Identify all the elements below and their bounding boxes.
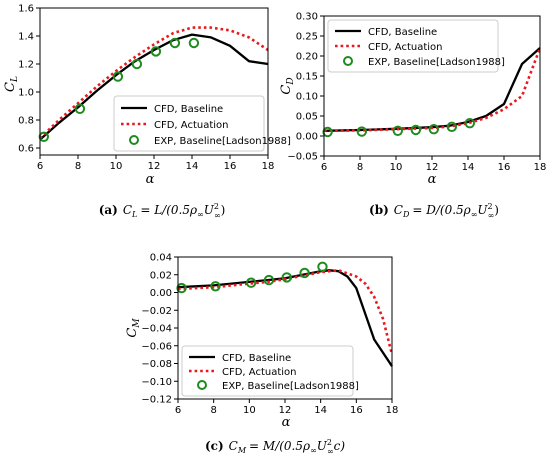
x-tick-label: 12 <box>148 161 161 172</box>
exp-data-point <box>428 124 439 135</box>
x-tick-label: 6 <box>321 162 327 173</box>
y-tick-label: 0.30 <box>296 12 318 23</box>
exp-data-point <box>410 124 421 136</box>
y-tick-label: 0.10 <box>296 92 318 103</box>
legend: CFD, Baseline CFD, Actuation EXP, Baseli… <box>327 19 505 73</box>
legend-exp-swatch <box>129 135 139 145</box>
y-axis-label: CM <box>125 318 142 338</box>
legend-actuation-label: CFD, Actuation <box>154 120 229 131</box>
y-tick-label: 0.8 <box>18 116 34 127</box>
y-tick-label: −0.05 <box>287 152 318 163</box>
exp-data-point <box>392 125 403 137</box>
x-tick-label: 16 <box>224 161 237 172</box>
x-tick-label: 18 <box>534 162 547 173</box>
x-tick-label: 12 <box>279 405 292 416</box>
y-tick-label: 1.0 <box>18 88 34 99</box>
y-tick-label: −0.04 <box>141 324 172 335</box>
exp-data-point <box>74 103 86 115</box>
y-tick-label: 0.02 <box>150 270 172 281</box>
caption-c: (c) CM = M/(0.5ρ∞U2 ∞c) <box>205 438 345 456</box>
panel-lift-coefficient: 6 8 10 12 14 16 18 0.6 0.8 1.0 1.2 1.4 1.6 α CL CFD,… <box>3 4 291 188</box>
exp-data-point <box>263 274 275 286</box>
x-tick-label: 18 <box>386 405 399 416</box>
x-tick-label: 6 <box>37 161 43 172</box>
caption-a: (a) CL = L/(0.5ρ∞U2 ∞) <box>99 202 226 220</box>
legend-exp-swatch <box>197 380 207 390</box>
x-tick-label: 14 <box>462 162 475 173</box>
exp-data-point <box>176 282 187 294</box>
x-tick-label: 8 <box>210 405 216 416</box>
exp-data-point <box>150 46 162 57</box>
y-tick-label: 1.2 <box>18 60 34 71</box>
legend: CFD, Baseline CFD, Actuation EXP, Baseli… <box>113 95 291 152</box>
y-axis-label: CL <box>3 76 20 92</box>
y-tick-label: 0.04 <box>150 253 172 264</box>
baseline-series-line <box>39 33 269 141</box>
x-tick-label: 16 <box>350 405 363 416</box>
y-tick-label: 1.4 <box>18 32 34 43</box>
y-tick-label: −0.02 <box>141 306 172 317</box>
actuation-series-line <box>177 268 394 355</box>
x-tick-label: 10 <box>243 405 256 416</box>
panel-drag-coefficient: 6 8 10 12 14 16 18 −0.05 0.00 0.05 0.10 0.15 0.20 0.2… <box>279 12 546 188</box>
legend-actuation-label: CFD, Actuation <box>222 367 297 378</box>
x-tick-label: 8 <box>75 161 81 172</box>
x-tick-label: 10 <box>110 161 123 172</box>
exp-data-point <box>281 272 292 283</box>
y-tick-label: −0.12 <box>141 395 172 406</box>
y-tick-label: 0.25 <box>296 32 318 43</box>
exp-data-point <box>299 267 310 279</box>
y-tick-label: 1.6 <box>18 4 34 15</box>
x-tick-label: 18 <box>262 161 275 172</box>
x-tick-label: 14 <box>186 161 199 172</box>
x-axis-label: α <box>428 172 437 187</box>
exp-data-point <box>245 277 257 288</box>
y-tick-label: 0.05 <box>296 112 318 123</box>
exp-data-point <box>112 71 124 82</box>
exp-data-point <box>464 118 475 129</box>
legend-exp-swatch <box>343 56 353 66</box>
y-tick-label: −0.10 <box>141 377 172 388</box>
x-tick-label: 8 <box>357 162 363 173</box>
y-tick-label: 0.20 <box>296 52 318 63</box>
exp-data-point <box>210 281 221 292</box>
exp-data-point <box>317 261 328 272</box>
x-axis-label: α <box>146 172 155 187</box>
y-tick-label: −0.08 <box>141 359 172 370</box>
legend: CFD, Baseline CFD, Actuation EXP, Baseli… <box>181 345 359 397</box>
legend-baseline-label: CFD, Baseline <box>368 27 437 38</box>
exp-data-point <box>169 37 181 49</box>
x-tick-label: 12 <box>426 162 439 173</box>
legend-exp-label: EXP, Baseline[Ladson1988] <box>368 57 505 68</box>
exp-data-point <box>188 37 200 49</box>
y-tick-label: 0.00 <box>150 288 172 299</box>
caption-b: (b) CD = D/(0.5ρ∞U2 ∞) <box>369 202 499 220</box>
x-tick-label: 16 <box>498 162 511 173</box>
legend-actuation-label: CFD, Actuation <box>368 42 443 53</box>
y-tick-label: 0.6 <box>18 144 34 155</box>
x-tick-label: 14 <box>314 405 327 416</box>
actuation-series-line <box>39 26 269 140</box>
y-tick-label: 0.15 <box>296 72 318 83</box>
exp-data-point <box>322 126 333 138</box>
exp-data-point <box>131 58 143 70</box>
y-axis-label: CD <box>279 77 296 94</box>
legend-exp-label: EXP, Baseline[Ladson1988] <box>222 381 359 392</box>
y-tick-label: −0.06 <box>141 341 172 352</box>
x-tick-label: 10 <box>390 162 403 173</box>
legend-exp-label: EXP, Baseline[Ladson1988] <box>154 136 291 147</box>
actuation-series-line <box>323 47 542 133</box>
panel-moment-coefficient: 6 8 10 12 14 16 18 −0.12 −0.10 −0.08 −0.06 −0.04 −0.… <box>125 253 398 431</box>
y-tick-label: 0.00 <box>296 132 318 143</box>
x-tick-label: 6 <box>175 405 181 416</box>
legend-baseline-label: CFD, Baseline <box>154 104 223 115</box>
x-axis-label: α <box>282 415 291 430</box>
exp-data-point <box>356 126 367 137</box>
legend-baseline-label: CFD, Baseline <box>222 353 291 364</box>
exp-data-point <box>446 121 457 133</box>
